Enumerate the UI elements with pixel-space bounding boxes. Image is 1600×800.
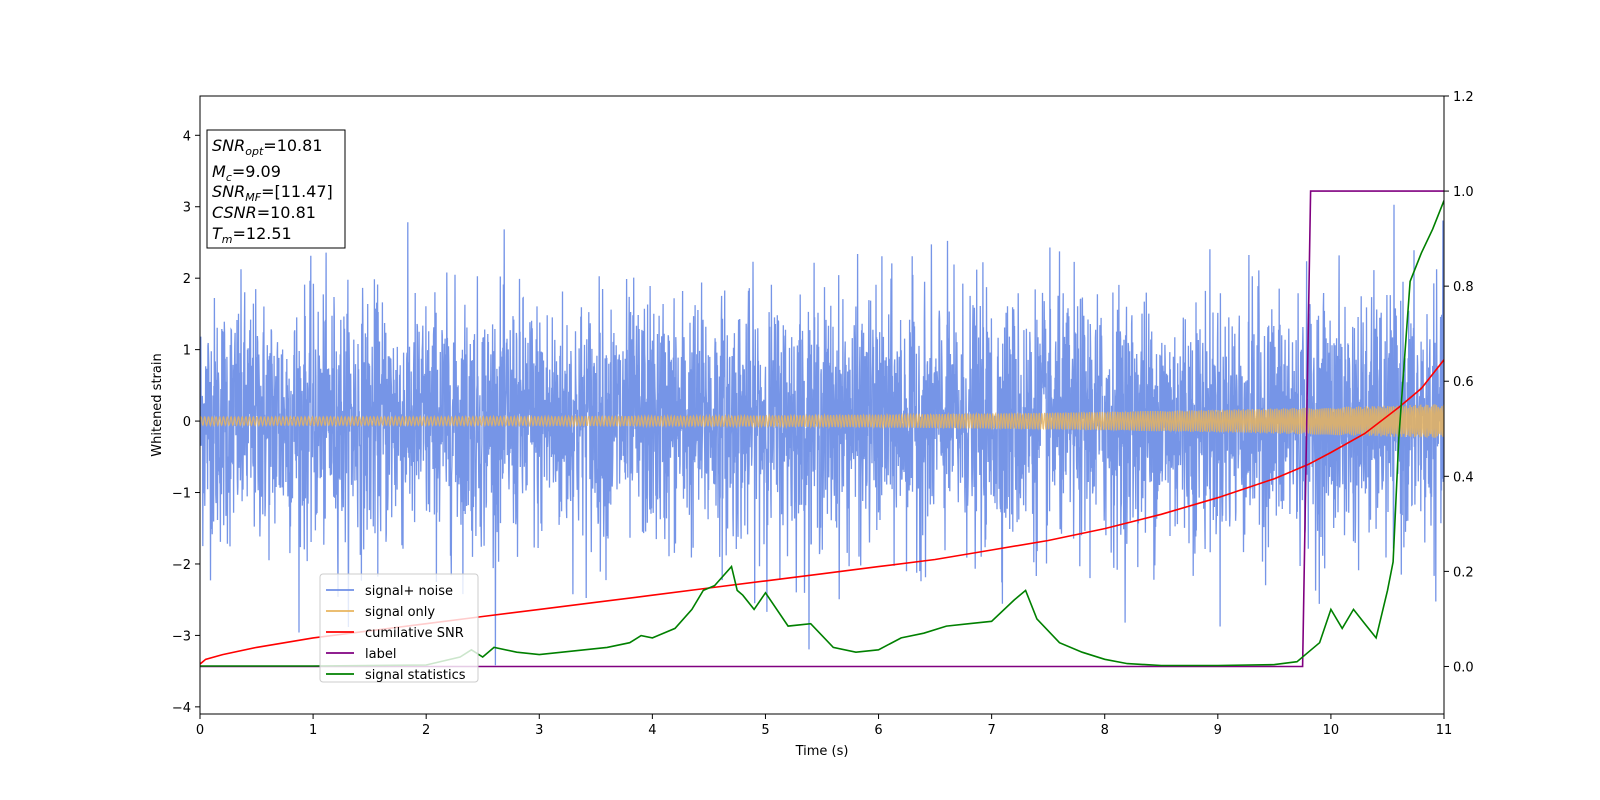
y-axis-label: Whitened strain [150,353,165,456]
y-left-tick-label: −1 [172,487,191,502]
info-mc: Mc=9.09 [212,162,281,184]
y-right-tick-label: 0.0 [1453,660,1474,675]
series-signal-statistics [200,200,1444,667]
y-axis-right: 0.0 0.2 0.4 0.6 0.8 1.0 1.2 [1444,90,1474,675]
legend-label: signal only [365,605,435,620]
info-box-frame [206,129,346,249]
x-tick-label: 0 [196,723,204,738]
y-right-tick-label: 0.8 [1453,280,1474,295]
x-tick-label: 3 [535,723,543,738]
y-left-tick-label: 3 [183,201,191,216]
x-tick-label: 1 [309,723,317,738]
legend: signal+ noise signal only cumilative SNR la… [319,573,479,683]
x-tick-label: 10 [1323,723,1340,738]
info-csnr: CSNR=10.81 [212,203,316,222]
series-signal-only [200,404,1444,438]
y-left-tick-label: −2 [172,558,191,573]
y-right-tick-label: 1.2 [1453,90,1474,105]
y-right-tick-label: 0.6 [1453,375,1474,390]
y-axis-left: −4 −3 −2 −1 0 1 2 3 4 [172,129,200,716]
y-right-tick-label: 0.4 [1453,470,1474,485]
info-snr-mf: SNRMF=[11.47] [212,182,333,204]
y-right-tick-label: 0.2 [1453,565,1474,580]
info-tm: Tm=12.51 [212,224,292,246]
x-tick-label: 7 [987,723,995,738]
y-left-tick-label: 4 [183,129,191,144]
x-tick-label: 2 [422,723,430,738]
plot-frame [199,95,1445,715]
series-label [200,190,1444,668]
legend-label: label [365,647,396,662]
y-left-tick-label: 2 [183,272,191,287]
x-tick-label: 4 [648,723,656,738]
y-left-tick-label: 0 [183,415,191,430]
y-left-tick-label: −4 [172,701,191,716]
legend-label: cumilative SNR [365,626,464,641]
y-right-tick-label: 1.0 [1453,185,1474,200]
y-left-tick-label: −3 [172,629,191,644]
legend-label: signal statistics [365,668,466,683]
y-left-tick-label: 1 [183,344,191,359]
legend-frame [319,573,479,683]
x-tick-label: 6 [874,723,882,738]
x-tick-label: 9 [1214,723,1222,738]
x-tick-label: 8 [1101,723,1109,738]
x-tick-label: 11 [1436,723,1453,738]
legend-label: signal+ noise [365,584,453,599]
x-tick-label: 5 [761,723,769,738]
x-axis-label: Time (s) [795,744,849,759]
x-axis: 0 1 2 3 4 5 6 7 8 9 10 11 [196,714,1452,738]
info-snr-opt: SNRopt=10.81 [212,136,323,158]
info-box: SNRopt=10.81 Mc=9.09 SNRMF=[11.47] CSNR=… [206,129,346,249]
